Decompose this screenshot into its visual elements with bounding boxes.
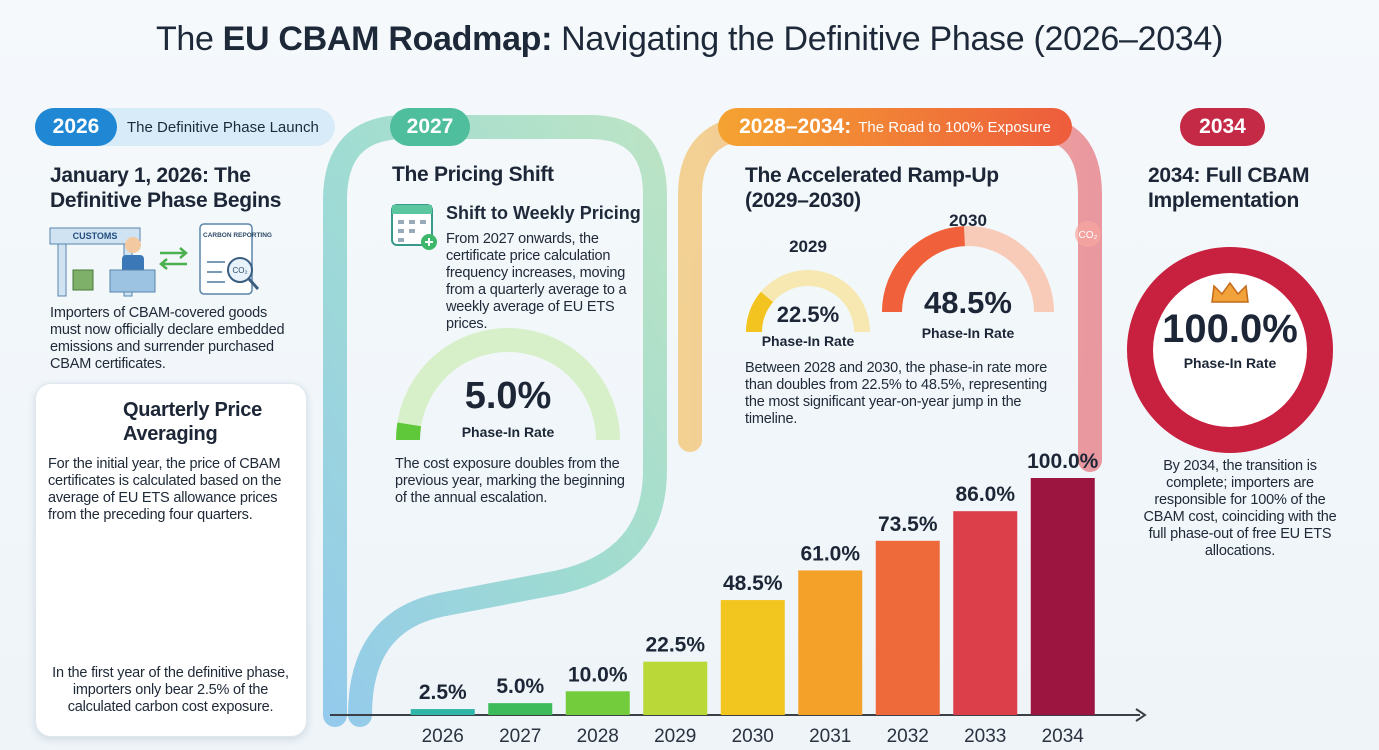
phase-text: By 2034, the transition is complete; imp…	[1143, 458, 1337, 559]
phase-subheading: Shift to Weekly Pricing	[446, 203, 641, 223]
x-tick-label: 2032	[887, 726, 929, 747]
gauge-value-label: 22.5%	[777, 302, 839, 327]
bar-value-label: 10.0%	[568, 663, 628, 686]
gauge-value-label: 48.5%	[924, 285, 1012, 320]
bar-value-label: 5.0%	[496, 675, 544, 698]
ring-value-label: 100.0%	[1162, 307, 1298, 351]
phase-heading: The Accelerated Ramp-Up (2029–2030)	[745, 164, 999, 212]
info-card	[35, 383, 307, 737]
gauge-value	[882, 226, 966, 313]
x-tick-label: 2033	[964, 726, 1006, 747]
bar-value-label: 48.5%	[723, 572, 783, 595]
road-badge-circle	[1075, 221, 1101, 247]
bar	[953, 511, 1018, 715]
bar-value-label: 86.0%	[955, 483, 1015, 506]
year-badge: 2026	[35, 108, 117, 146]
phase-text: Importers of CBAM-covered goods must now…	[50, 305, 285, 372]
icon-label: CO₂	[232, 266, 247, 275]
phase-tag: The Definitive Phase Launch	[127, 118, 319, 136]
bar	[410, 709, 475, 715]
phase-pill: 2028–2034: The Road to 100% Exposure	[718, 108, 1072, 146]
card-heading: Quarterly Price Averaging	[123, 399, 262, 445]
bar	[565, 691, 630, 715]
bar-value-label: 22.5%	[645, 634, 705, 657]
x-tick-label: 2030	[732, 726, 774, 747]
phase-pill: 2027	[390, 108, 470, 146]
gauge-title: 2030	[949, 211, 987, 230]
bar	[1030, 478, 1095, 715]
customs-icon	[49, 223, 260, 297]
phase-heading: 2034: Full CBAM Implementation	[1148, 164, 1310, 212]
bar	[488, 703, 553, 715]
phase-text: Between 2028 and 2030, the phase-in rate…	[745, 360, 1048, 427]
bar-value-label: 2.5%	[419, 681, 467, 704]
title-lead: The	[155, 20, 214, 58]
title-bold: EU CBAM Roadmap:	[223, 20, 553, 58]
title-bold-text: EU CBAM Roadmap:	[222, 20, 553, 58]
x-tick-label: 2027	[499, 726, 541, 747]
ring-caption: Phase-In Rate	[1184, 355, 1277, 371]
icon-label: CUSTOMS	[73, 231, 118, 241]
bar-value-label: 61.0%	[800, 542, 860, 565]
phase-tag: The Road to 100% Exposure	[858, 118, 1051, 136]
crown-icon	[1211, 281, 1249, 303]
gauge-title: 2029	[789, 237, 827, 256]
bar	[643, 661, 708, 715]
phase-pill: 2034	[1180, 108, 1265, 146]
calendar-icon	[391, 204, 437, 250]
x-tick-label: 2026	[422, 726, 464, 747]
road-badge: CO₂	[1079, 230, 1098, 241]
phase-year: 2027	[406, 115, 454, 138]
gauge-value	[396, 422, 422, 441]
phase-year: 2034	[1199, 115, 1246, 138]
title-rest: Navigating the Definitive Phase (2026–20…	[561, 20, 1224, 58]
phase-pill: 2026 The Definitive Phase Launch	[35, 108, 335, 146]
bar-value-label: 73.5%	[878, 513, 938, 536]
x-tick-label: 2029	[654, 726, 696, 747]
x-tick-label: 2034	[1042, 726, 1085, 747]
card-note: In the first year of the definitive phas…	[52, 665, 289, 715]
ring-value	[1127, 247, 1333, 453]
phase-year: 2028–2034:	[739, 115, 852, 138]
phase-heading: January 1, 2026: The Definitive Phase Be…	[50, 164, 282, 212]
x-tick-label: 2028	[577, 726, 619, 747]
bar	[720, 600, 785, 715]
gauge-caption: Phase-In Rate	[462, 424, 555, 440]
phase-text: From 2027 onwards, the certificate price…	[446, 231, 627, 332]
gauge-value-label: 5.0%	[465, 375, 552, 417]
gauge-caption: Phase-In Rate	[922, 325, 1015, 341]
bar-value-label: 100.0%	[1027, 450, 1099, 473]
phase-heading: The Pricing Shift	[392, 163, 554, 186]
icon-label: CARBON REPORTING	[203, 232, 272, 239]
bar	[875, 540, 940, 715]
page-title: The EU CBAM Roadmap: Navigating the Defini…	[0, 20, 1379, 59]
axis-arrow	[1135, 708, 1147, 722]
x-tick-label: 2031	[809, 726, 851, 747]
gauge-caption: Phase-In Rate	[762, 333, 855, 349]
gauge-value	[746, 291, 774, 333]
phase-note: The cost exposure doubles from the previ…	[395, 456, 625, 506]
gauge-track	[396, 328, 620, 441]
phase-year: 2026	[52, 115, 100, 138]
card-text: For the initial year, the price of CBAM …	[48, 456, 282, 523]
bar	[798, 570, 863, 715]
